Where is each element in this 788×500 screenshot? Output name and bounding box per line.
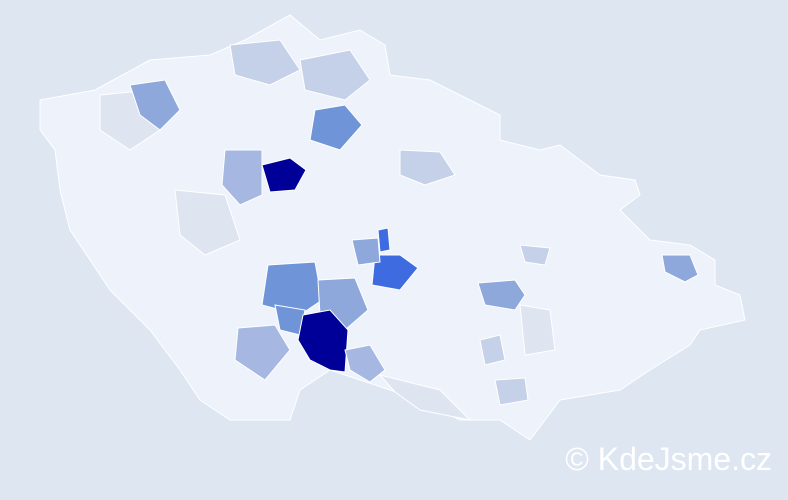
region: [261, 157, 307, 193]
region: [221, 149, 263, 206]
region: [519, 304, 556, 356]
country-outline: [39, 14, 746, 441]
region: [371, 254, 419, 291]
regions: [99, 39, 699, 421]
region: [261, 261, 323, 316]
region: [297, 309, 349, 373]
region: [229, 39, 301, 86]
region: [494, 377, 529, 406]
region: [344, 344, 386, 383]
region: [479, 334, 506, 366]
region: [299, 49, 371, 101]
region: [174, 189, 241, 256]
region: [377, 227, 391, 253]
watermark: © KdeJsme.cz: [565, 441, 772, 477]
region: [399, 149, 456, 186]
region: [234, 324, 291, 381]
region: [477, 279, 526, 311]
region: [351, 237, 381, 266]
region: [519, 244, 551, 266]
region: [378, 374, 472, 421]
region: [309, 104, 363, 151]
region: [129, 79, 181, 131]
region: [661, 254, 699, 283]
